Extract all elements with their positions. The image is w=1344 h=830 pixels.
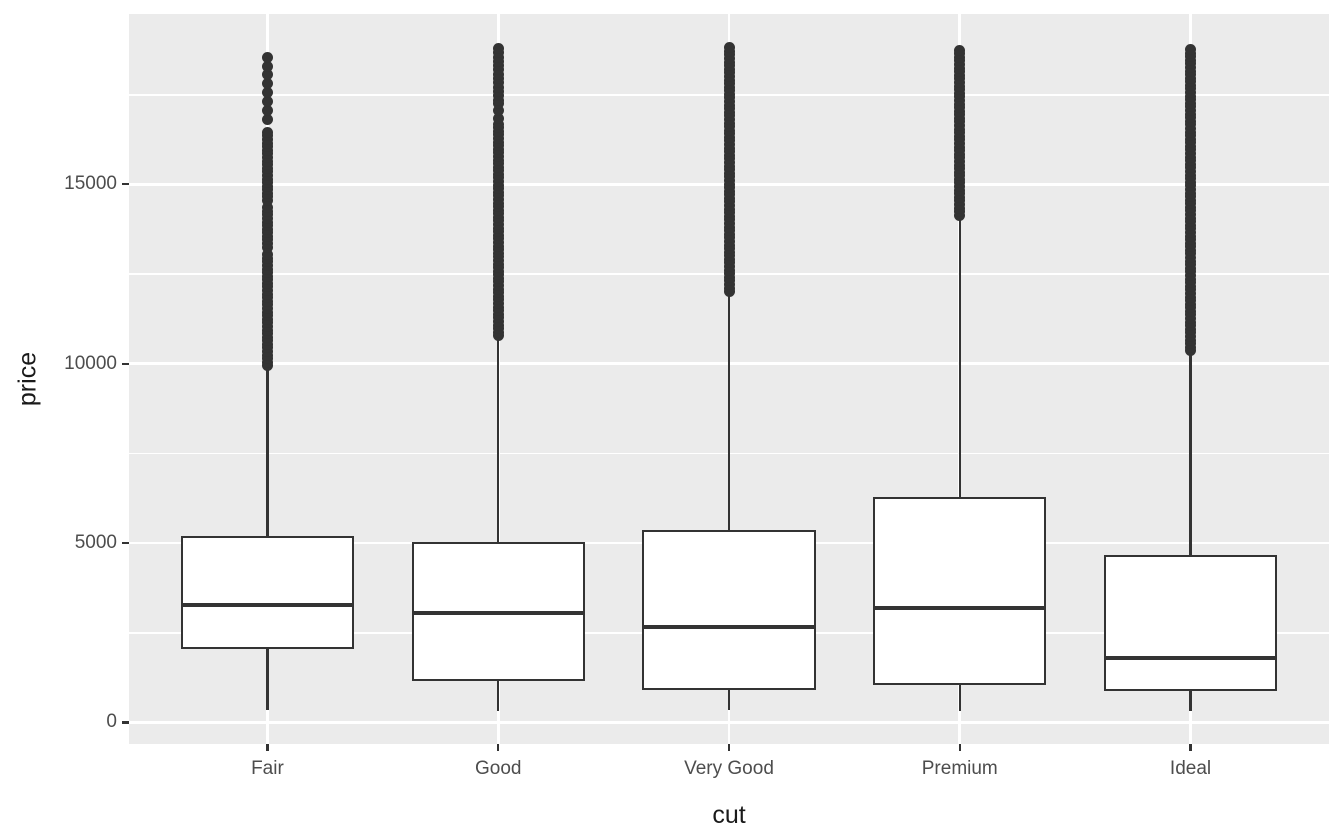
median-line-ideal [1104,655,1278,660]
x-tick-label: Very Good [684,758,774,779]
outlier-point [1185,44,1197,55]
median-line-good [411,611,585,616]
whisker-upper-fair [266,368,269,536]
x-tick-label: Good [474,758,522,779]
outlier-point [723,42,735,54]
outlier-point [261,78,273,90]
whisker-upper-very-good [727,293,731,530]
whisker-upper-premium [958,217,962,497]
boxplot-box-premium [873,496,1047,685]
x-tick-label: Fair [251,758,284,779]
outlier-point [492,105,504,117]
y-tick-mark [122,721,129,724]
y-tick-label: 10000 [64,352,117,374]
whisker-lower-ideal [1189,690,1192,711]
whisker-upper-ideal [1189,352,1192,555]
outlier-point [261,114,273,126]
boxplot-box-fair [180,535,354,649]
outlier-point [492,112,504,124]
y-tick-mark [122,362,129,365]
boxplot-box-ideal [1104,554,1278,691]
outlier-point [261,249,273,261]
x-tick-mark [497,744,500,751]
outlier-point [492,42,504,54]
median-line-premium [873,606,1047,611]
outlier-point [261,69,273,81]
boxplot-box-very-good [642,529,816,690]
y-tick-mark [122,542,129,545]
median-line-fair [180,602,354,607]
x-tick-mark [958,744,961,751]
x-tick-label: Ideal [1169,758,1212,779]
whisker-upper-good [496,337,500,543]
outlier-point [261,96,273,108]
y-tick-label: 5000 [74,532,117,554]
outlier-point [261,60,273,72]
whisker-lower-premium [958,684,962,711]
outlier-point [261,105,273,117]
y-tick-label: 15000 [64,173,117,195]
outlier-point [261,51,273,63]
outlier-point [261,202,273,214]
whisker-lower-very-good [727,689,731,711]
x-axis-title: cut [712,801,746,829]
x-tick-mark [1189,744,1192,751]
outlier-point [261,87,273,99]
whisker-lower-fair [266,648,269,711]
outlier-point [954,44,966,56]
y-tick-label: 0 [106,711,117,733]
x-tick-mark [727,744,731,751]
median-line-very-good [642,625,816,630]
y-tick-mark [122,183,129,186]
x-tick-label: Premium [921,758,998,779]
outlier-point [492,118,504,130]
whisker-lower-good [496,681,500,711]
x-tick-mark [266,744,269,751]
outlier-point [261,126,273,138]
plot-panel [129,14,1329,744]
